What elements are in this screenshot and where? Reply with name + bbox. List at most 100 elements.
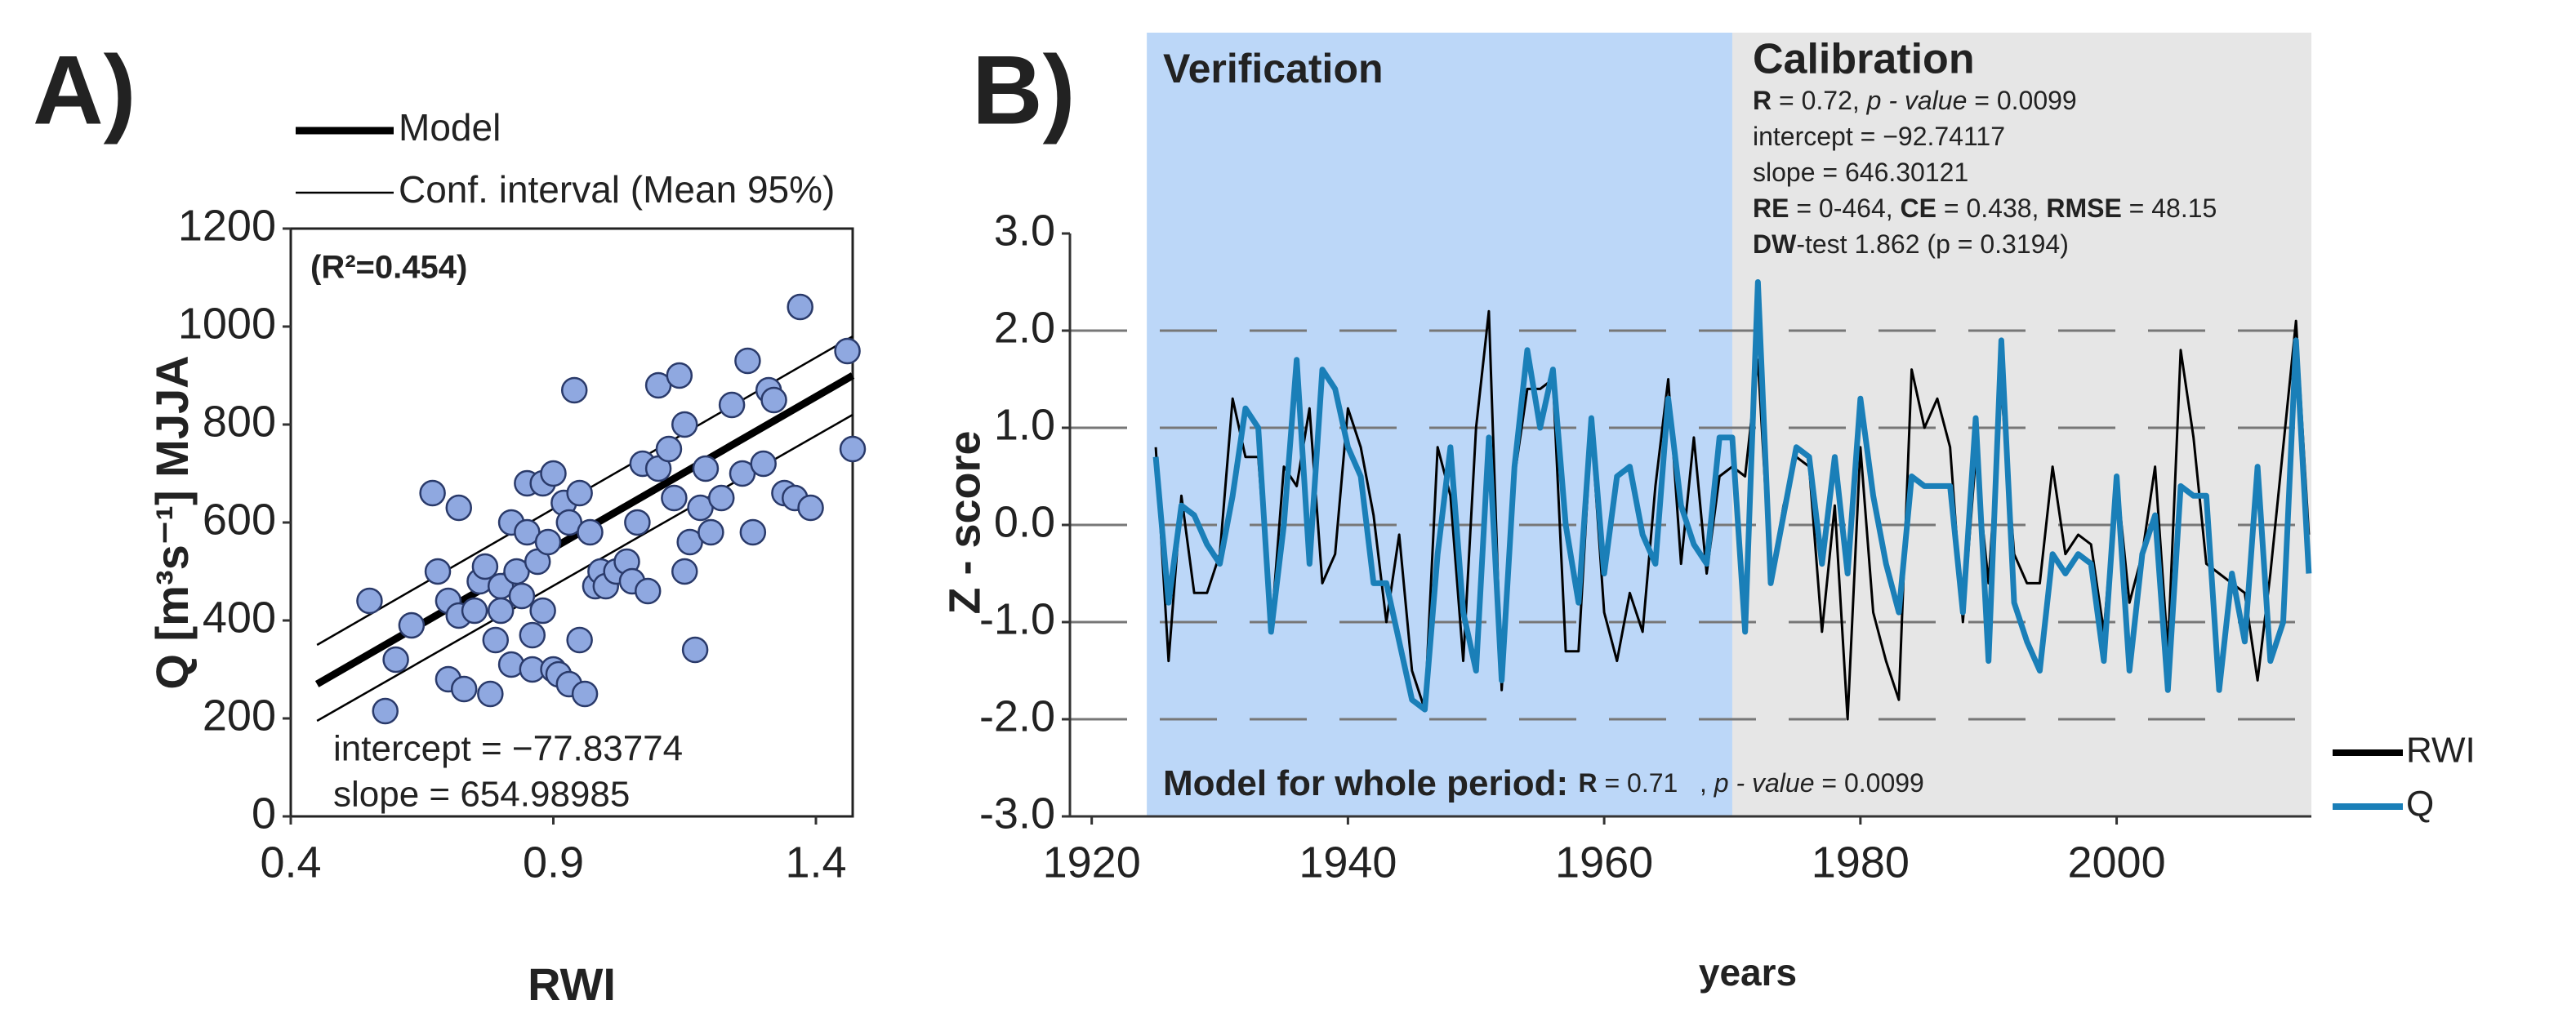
data-point — [508, 582, 536, 610]
data-point — [560, 376, 588, 404]
legend-label: RWI — [2406, 731, 2476, 771]
stat-text: R = 0.72, p - value = 0.0099 — [1753, 86, 2077, 115]
y-tick-label: 600 — [203, 495, 276, 544]
data-point — [566, 626, 593, 654]
data-point — [671, 558, 698, 585]
stat-segment: Model for whole period: — [1163, 763, 1578, 803]
region-label: Verification — [1163, 46, 1384, 91]
data-point — [750, 450, 777, 478]
x-tick-label: 1920 — [1043, 838, 1141, 887]
stat-segment: = 0.0099 — [1967, 86, 2076, 115]
stat-segment: = 0.438, — [1936, 193, 2046, 223]
y-tick-label: 3.0 — [994, 206, 1055, 255]
data-point — [834, 337, 861, 365]
x-tick-label: 1.4 — [785, 838, 846, 887]
data-point — [697, 518, 724, 546]
data-point — [671, 411, 698, 438]
data-point — [398, 611, 426, 639]
y-tick-label: 1.0 — [994, 400, 1055, 449]
data-point — [681, 636, 709, 664]
period-region — [1731, 33, 2311, 816]
y-tick-label: -3.0 — [979, 789, 1055, 838]
stat-segment: = 0.71 , — [1598, 768, 1714, 798]
stat-segment: = 0-464, — [1789, 193, 1900, 223]
x-tick-label: 0.4 — [260, 838, 321, 887]
data-point — [566, 479, 593, 507]
annotation: (R²=0.454) — [310, 250, 467, 286]
stat-segment: p - value — [1714, 768, 1815, 798]
x-tick-label: 1940 — [1299, 838, 1397, 887]
data-point — [718, 391, 746, 419]
data-point — [519, 621, 546, 649]
stat-segment: RE — [1753, 193, 1789, 223]
data-point — [634, 577, 662, 605]
legend-label: Q — [2406, 785, 2434, 825]
data-point — [529, 597, 556, 625]
panel-label: A) — [33, 36, 136, 145]
data-point — [487, 597, 515, 625]
stat-segment: R — [1753, 86, 1772, 115]
data-point — [624, 509, 651, 536]
stat-segment: -test 1.862 (p = 0.3194) — [1796, 229, 2069, 259]
data-point — [760, 386, 787, 414]
data-point — [692, 455, 720, 482]
data-point — [708, 484, 735, 512]
y-axis-label: Q [m³s⁻¹] MJJA — [146, 355, 198, 689]
annotation: intercept = −77.83774 — [333, 729, 683, 769]
stat-segment: DW — [1753, 229, 1797, 259]
region-label: Calibration — [1753, 36, 1975, 83]
y-tick-label: 2.0 — [994, 303, 1055, 352]
data-point — [482, 626, 510, 654]
data-point — [666, 362, 693, 389]
y-tick-label: -1.0 — [979, 594, 1055, 643]
data-point — [445, 494, 473, 522]
stat-segment: p - value — [1866, 86, 1968, 115]
data-point — [661, 484, 688, 512]
data-point — [477, 680, 504, 708]
stat-segment: = 48.15 — [2122, 193, 2217, 223]
x-axis-label: years — [1699, 951, 1797, 994]
stat-segment: slope = 646.30121 — [1753, 158, 1968, 187]
y-tick-label: 800 — [203, 397, 276, 446]
stat-segment: R — [1578, 768, 1597, 798]
annotation: slope = 654.98985 — [333, 775, 630, 815]
x-tick-label: 1960 — [1555, 838, 1653, 887]
data-point — [734, 347, 761, 375]
data-point — [356, 587, 383, 615]
stat-text: intercept = −92.74117 — [1753, 122, 2005, 151]
legend-label: Conf. interval (Mean 95%) — [399, 168, 835, 211]
x-tick-label: 0.9 — [523, 838, 584, 887]
y-tick-label: 1000 — [178, 299, 276, 348]
data-point — [534, 528, 562, 556]
stat-segment: = 0.0099 — [1814, 768, 1923, 798]
stat-segment: CE — [1901, 193, 1936, 223]
data-point — [787, 293, 813, 321]
y-tick-label: 0.0 — [994, 497, 1055, 546]
y-tick-label: 400 — [203, 593, 276, 642]
y-tick-label: -2.0 — [979, 691, 1055, 740]
data-point — [577, 518, 604, 546]
data-point — [739, 518, 767, 546]
y-tick-label: 1200 — [178, 201, 276, 250]
stat-text: DW-test 1.862 (p = 0.3194) — [1753, 229, 2069, 259]
stat-segment: RMSE — [2046, 193, 2121, 223]
panel-label: B) — [972, 36, 1076, 145]
stat-text: RE = 0-464, CE = 0.438, RMSE = 48.15 — [1753, 193, 2217, 223]
stat-text: Model for whole period: R = 0.71 , p - v… — [1163, 763, 1924, 803]
data-point — [382, 646, 409, 674]
x-tick-label: 1980 — [1812, 838, 1910, 887]
y-axis-label: Z - score — [940, 430, 989, 614]
data-point — [540, 460, 567, 487]
y-tick-label: 0 — [252, 789, 276, 838]
data-point — [797, 494, 824, 522]
stat-segment: intercept = −92.74117 — [1753, 122, 2005, 151]
data-point — [450, 675, 478, 703]
period-region — [1147, 33, 1732, 816]
data-point — [839, 435, 867, 463]
data-point — [655, 435, 683, 463]
x-tick-label: 2000 — [2067, 838, 2165, 887]
data-point — [461, 597, 488, 625]
data-point — [571, 680, 599, 708]
data-point — [471, 553, 499, 580]
